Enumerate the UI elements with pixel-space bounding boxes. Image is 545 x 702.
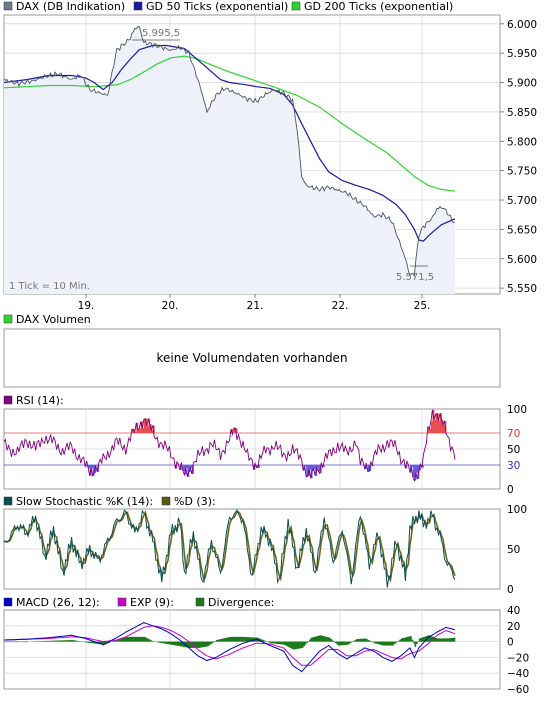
macd-divergence-bar <box>411 640 413 642</box>
macd-ytick-label-0: 40 <box>507 605 520 617</box>
rsi-ytick-label-0: 100 <box>507 404 527 416</box>
rsi-ytick-label-2: 50 <box>507 444 520 456</box>
legend-label-macd: MACD (26, 12): <box>16 596 100 609</box>
stoch-ytick-label-2: 0 <box>507 584 514 596</box>
legend-label-stoch-k: Slow Stochastic %K (14): <box>16 495 153 508</box>
rsi-y-ticks: 100 70 50 30 0 <box>507 404 527 496</box>
volume-legend: DAX Volumen <box>4 313 91 326</box>
price-ytick-label-8: 5.600 <box>507 254 537 266</box>
rsi-ytick-label-3: 30 <box>507 460 520 472</box>
macd-divergence-bar <box>27 642 29 643</box>
price-xtick-label-0: 19. <box>78 300 95 312</box>
legend-swatch-dax <box>4 2 12 10</box>
macd-legend: MACD (26, 12): EXP (9): Divergence: <box>4 596 274 609</box>
macd-ytick-label-4: −40 <box>507 668 529 680</box>
legend-label-rsi: RSI (14): <box>16 394 64 407</box>
legend-swatch-volume <box>4 315 12 323</box>
legend-swatch-divergence <box>196 598 204 606</box>
macd-ytick-label-2: 0 <box>507 637 514 649</box>
macd-ytick-label-5: −60 <box>507 684 529 696</box>
price-ytick-label-3: 5.850 <box>507 107 537 119</box>
macd-divergence-bar <box>213 642 215 643</box>
tick-note: 1 Tick = 10 Min. <box>9 281 90 292</box>
legend-label-divergence: Divergence: <box>208 596 274 609</box>
macd-divergence-bar <box>332 640 334 641</box>
low-annotation: 5.571,5 <box>396 272 434 283</box>
price-ytick-label-9: 5.550 <box>507 283 537 295</box>
stoch-legend: Slow Stochastic %K (14): %D (3): <box>4 495 216 508</box>
price-ytick-label-5: 5.750 <box>507 166 537 178</box>
high-annotation: 5.995,5 <box>142 28 180 39</box>
macd-ytick-label-3: −20 <box>507 652 529 664</box>
macd-divergence-bar <box>416 642 418 644</box>
legend-label-stoch-d: %D (3): <box>174 495 216 508</box>
price-xtick-label-1: 20. <box>162 300 179 312</box>
price-ytick-label-2: 5.900 <box>507 78 537 90</box>
price-ytick-label-6: 5.700 <box>507 195 537 207</box>
stoch-y-ticks: 100 50 0 <box>507 504 527 596</box>
stoch-ytick-label-0: 100 <box>507 504 527 516</box>
price-xtick-label-2: 21. <box>247 300 264 312</box>
legend-swatch-exp <box>118 598 126 606</box>
price-legend: DAX (DB Indikation) GD 50 Ticks (exponen… <box>4 0 453 13</box>
legend-label-gd50: GD 50 Ticks (exponential) <box>146 0 288 13</box>
price-y-ticks: 6.000 5.950 5.900 5.850 5.800 5.750 5.700 5.650… <box>500 19 537 295</box>
volume-empty-message: keine Volumendaten vorhanden <box>156 351 347 365</box>
price-ytick-label-4: 5.800 <box>507 136 537 148</box>
legend-swatch-stoch-k <box>4 497 12 505</box>
price-ytick-label-7: 5.650 <box>507 224 537 236</box>
legend-label-gd200: GD 200 Ticks (exponential) <box>304 0 453 13</box>
legend-swatch-stoch-d <box>162 497 170 505</box>
macd-divergence-bar <box>453 638 455 642</box>
rsi-legend: RSI (14): <box>4 394 64 407</box>
legend-swatch-macd <box>4 598 12 606</box>
price-ytick-label-1: 5.950 <box>507 48 537 60</box>
macd-ytick-label-1: 20 <box>507 621 520 633</box>
macd-divergence-bar <box>369 641 371 642</box>
rsi-ytick-label-4: 0 <box>507 484 514 496</box>
legend-swatch-gd200 <box>292 2 300 10</box>
price-x-ticks: 19. 20. 21. 22. 25. <box>78 294 431 312</box>
price-xtick-label-4: 25. <box>414 300 431 312</box>
macd-divergence-bar <box>306 642 308 643</box>
legend-label-exp: EXP (9): <box>130 596 174 609</box>
macd-y-ticks: 40 20 0 −20 −40 −60 <box>507 605 529 696</box>
legend-swatch-rsi <box>4 396 12 404</box>
stoch-ytick-label-1: 50 <box>507 544 520 556</box>
price-xtick-label-3: 22. <box>332 300 349 312</box>
macd-plot-frame <box>4 610 500 689</box>
price-ytick-label-0: 6.000 <box>507 19 537 31</box>
legend-swatch-gd50 <box>134 2 142 10</box>
macd-divergence-bar <box>151 641 153 642</box>
legend-label-dax: DAX (DB Indikation) <box>16 0 125 13</box>
legend-label-volume: DAX Volumen <box>16 313 91 326</box>
rsi-ytick-label-1: 70 <box>507 428 520 440</box>
